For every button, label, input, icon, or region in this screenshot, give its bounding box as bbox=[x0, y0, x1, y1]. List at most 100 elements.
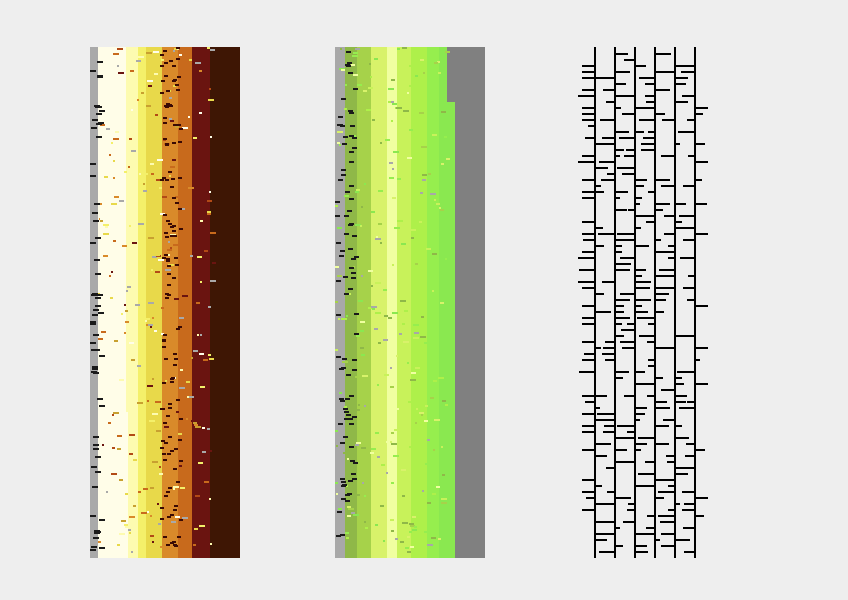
green-texture-mark bbox=[421, 146, 427, 148]
grid-left-tick bbox=[582, 479, 594, 481]
heat-dark-mark bbox=[173, 468, 177, 470]
green-left-mark bbox=[351, 272, 356, 274]
grid-tick-mark bbox=[639, 77, 654, 79]
heat-dark-mark bbox=[163, 422, 167, 424]
green-texture-mark bbox=[403, 341, 409, 343]
grid-tick-mark bbox=[660, 521, 674, 523]
heat-dark-mark bbox=[162, 339, 166, 341]
grid-tick-mark bbox=[683, 239, 694, 241]
grid-tick-mark bbox=[578, 281, 594, 283]
green-texture-mark bbox=[397, 178, 401, 180]
grid-tick-mark bbox=[658, 71, 674, 73]
green-left-mark bbox=[349, 135, 354, 137]
grid-tick-mark bbox=[606, 467, 614, 469]
grid-left-tick bbox=[582, 197, 594, 199]
green-texture-mark bbox=[402, 495, 405, 497]
heat-texture-mark bbox=[172, 159, 176, 161]
grid-tick-mark bbox=[623, 521, 634, 523]
green-texture-mark bbox=[364, 521, 366, 523]
grid-tick-mark bbox=[634, 65, 646, 67]
green-texture-mark bbox=[338, 508, 342, 510]
heat-texture-mark bbox=[112, 447, 115, 449]
grid-tick-mark bbox=[634, 407, 647, 409]
heat-dark-mark bbox=[179, 418, 183, 420]
heat-left-mark bbox=[95, 305, 101, 307]
green-texture-mark bbox=[410, 379, 416, 381]
grid-tick-mark bbox=[602, 137, 614, 139]
grid-tick-mark bbox=[627, 323, 634, 325]
grid-tick-mark bbox=[579, 371, 594, 373]
green-left-mark bbox=[350, 460, 355, 462]
green-texture-mark bbox=[383, 540, 385, 542]
heat-dark-mark bbox=[170, 514, 174, 516]
grid-tick-mark bbox=[668, 485, 674, 487]
heat-texture-mark bbox=[123, 223, 126, 225]
grid-tick-mark bbox=[622, 437, 634, 439]
grid-tick-mark bbox=[674, 377, 682, 379]
heat-left-mark bbox=[91, 371, 97, 373]
heat-texture-mark bbox=[148, 237, 154, 239]
heat-dark-mark bbox=[178, 439, 182, 441]
grid-tick-mark bbox=[614, 149, 624, 151]
green-left-mark bbox=[347, 62, 352, 64]
heat-dark-mark bbox=[173, 509, 177, 511]
grid-tick-mark bbox=[614, 317, 630, 319]
grid-tick-mark bbox=[578, 95, 594, 97]
grid-tick-mark bbox=[634, 545, 647, 547]
green-texture-mark bbox=[347, 515, 351, 517]
green-texture-mark bbox=[354, 409, 360, 411]
heat-texture-mark bbox=[146, 105, 151, 107]
heat-left-mark bbox=[90, 175, 96, 177]
heat-texture-mark bbox=[155, 271, 160, 273]
heat-left-mark bbox=[96, 113, 102, 115]
heat-left-mark bbox=[99, 355, 105, 357]
grid-tick-mark bbox=[605, 521, 614, 523]
grid-tick-mark bbox=[614, 299, 630, 301]
heat-texture-mark bbox=[150, 515, 152, 517]
green-texture-mark bbox=[337, 227, 342, 229]
green-edge bbox=[447, 102, 455, 558]
green-texture-mark bbox=[412, 529, 417, 531]
green-left-mark bbox=[349, 395, 354, 397]
grid-tick-mark bbox=[634, 185, 644, 187]
grid-tick-mark bbox=[674, 467, 689, 469]
heat-texture-mark bbox=[147, 511, 149, 513]
green-texture-mark bbox=[391, 101, 394, 103]
green-left-mark bbox=[349, 223, 354, 225]
grid-tick-mark bbox=[602, 281, 614, 283]
green-texture-mark bbox=[372, 119, 375, 121]
grid-tick-mark bbox=[614, 377, 623, 379]
heat-texture-mark bbox=[108, 422, 111, 424]
green-texture-mark bbox=[400, 541, 404, 543]
heat-dark-mark bbox=[176, 481, 180, 483]
green-texture-mark bbox=[445, 404, 448, 406]
grid-tick-mark bbox=[685, 455, 694, 457]
heat-texture-mark bbox=[121, 313, 123, 315]
heat-texture-mark bbox=[131, 551, 133, 553]
heat-texture-mark bbox=[202, 427, 205, 429]
green-stripe bbox=[427, 47, 439, 558]
green-left-mark bbox=[338, 179, 343, 181]
green-texture-mark bbox=[355, 48, 360, 50]
heat-texture-mark bbox=[138, 491, 141, 493]
grid-tick-mark bbox=[634, 179, 647, 181]
heat-dark-mark bbox=[165, 143, 169, 145]
grid-tick-mark bbox=[614, 107, 621, 109]
green-texture-mark bbox=[441, 498, 447, 500]
green-texture-mark bbox=[346, 537, 349, 539]
heat-texture-mark bbox=[173, 50, 175, 52]
green-left-mark bbox=[341, 169, 346, 171]
green-texture-mark bbox=[419, 221, 422, 223]
heat-texture-mark bbox=[209, 88, 211, 90]
grid-tick-mark bbox=[634, 227, 641, 229]
green-texture-mark bbox=[392, 103, 397, 105]
green-left-mark bbox=[341, 498, 346, 500]
green-texture-mark bbox=[420, 192, 423, 194]
heat-texture-mark bbox=[155, 401, 161, 403]
grid-tick-mark bbox=[682, 95, 694, 97]
heat-texture-mark bbox=[207, 213, 211, 215]
heat-dark-mark bbox=[168, 171, 172, 173]
heat-texture-mark bbox=[129, 225, 131, 227]
green-texture-mark bbox=[372, 507, 377, 509]
green-texture-mark bbox=[368, 87, 373, 89]
